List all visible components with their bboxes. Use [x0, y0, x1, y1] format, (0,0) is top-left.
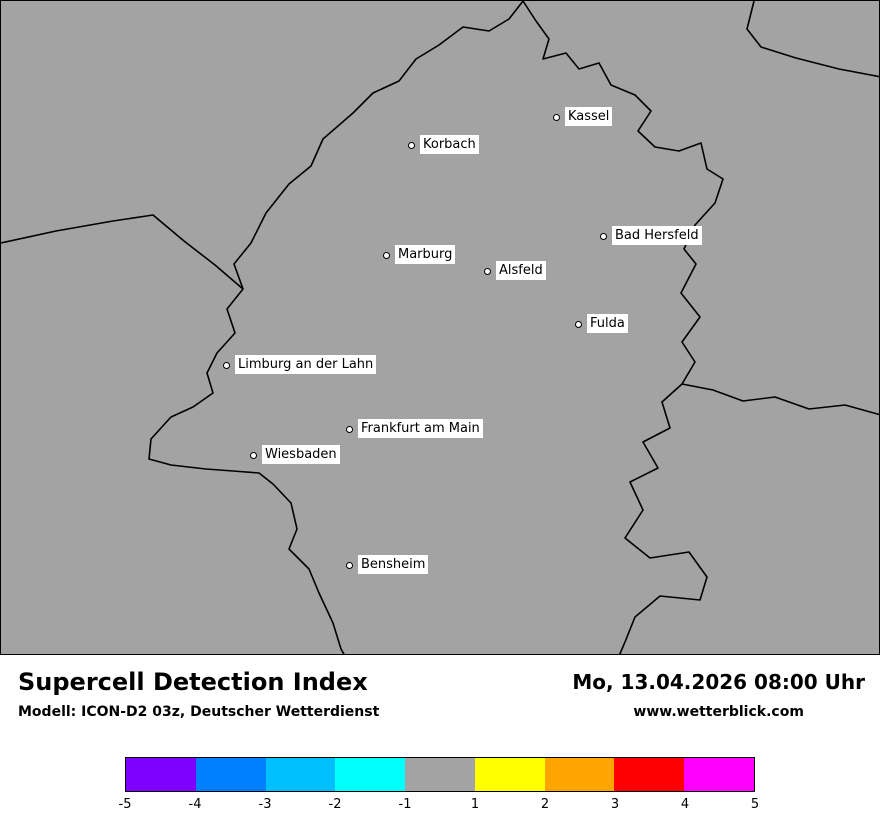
panel-header: Supercell Detection Index Modell: ICON-D…	[0, 655, 880, 720]
legend-tick-label: -2	[328, 797, 342, 812]
city-dot-icon	[250, 452, 257, 459]
legend-segment	[195, 758, 266, 791]
city-label: Marburg	[395, 245, 456, 264]
state-borders-layer	[1, 1, 879, 654]
city-dot-icon	[223, 362, 230, 369]
datetime-block: Mo, 13.04.2026 08:00 Uhr www.wetterblick…	[572, 668, 865, 720]
legend-segment	[684, 758, 755, 791]
city-dot-icon	[600, 233, 607, 240]
legend-tick-label: 1	[470, 797, 480, 812]
model-info: Modell: ICON-D2 03z, Deutscher Wetterdie…	[18, 704, 380, 720]
city-label: Alsfeld	[496, 261, 546, 280]
city-label: Limburg an der Lahn	[235, 355, 377, 374]
legend-segment	[614, 758, 685, 791]
weather-map: Kassel Korbach Bad Hersfeld Marburg Alsf…	[0, 0, 880, 655]
state-border-line	[681, 383, 879, 416]
city-dot-icon	[575, 321, 582, 328]
legend-segment	[126, 758, 196, 791]
legend-tick-label: 2	[540, 797, 550, 812]
legend-segment	[405, 758, 475, 791]
legend-tick-label: 4	[680, 797, 690, 812]
state-border-line	[148, 1, 724, 654]
city-label: Korbach	[420, 135, 479, 154]
info-panel: Supercell Detection Index Modell: ICON-D…	[0, 655, 880, 830]
state-border-line	[1, 214, 244, 290]
color-scale-bar	[125, 757, 755, 792]
legend-segment	[335, 758, 406, 791]
legend-segment	[474, 758, 545, 791]
legend-segment	[265, 758, 336, 791]
city-dot-icon	[383, 252, 390, 259]
city-label: Kassel	[565, 107, 613, 126]
title-block: Supercell Detection Index Modell: ICON-D…	[18, 668, 379, 720]
city-label: Frankfurt am Main	[358, 419, 483, 438]
city-dot-icon	[484, 268, 491, 275]
city-label: Bensheim	[358, 555, 429, 574]
city-label: Bad Hersfeld	[612, 226, 702, 245]
city-dot-icon	[346, 426, 353, 433]
legend-tick-label: 3	[610, 797, 620, 812]
city-dot-icon	[408, 142, 415, 149]
city-dot-icon	[346, 562, 353, 569]
valid-datetime: Mo, 13.04.2026 08:00 Uhr	[572, 670, 865, 694]
legend-tick-label: -4	[188, 797, 202, 812]
legend-segment	[544, 758, 615, 791]
city-label: Wiesbaden	[262, 445, 340, 464]
legend-tick-label: -1	[398, 797, 412, 812]
city-label: Fulda	[587, 314, 628, 333]
legend-tick-label: -5	[118, 797, 132, 812]
website-text: www.wetterblick.com	[633, 704, 804, 720]
legend-tick-label: -3	[258, 797, 272, 812]
page-title: Supercell Detection Index	[18, 668, 368, 696]
legend-tick-label: 5	[750, 797, 760, 812]
color-scale-legend: -5 -4 -3 -2 -1 1 2 3 4 5	[119, 757, 760, 813]
city-dot-icon	[553, 114, 560, 121]
state-border-line	[746, 1, 879, 78]
color-scale-ticks: -5 -4 -3 -2 -1 1 2 3 4 5	[119, 797, 760, 813]
